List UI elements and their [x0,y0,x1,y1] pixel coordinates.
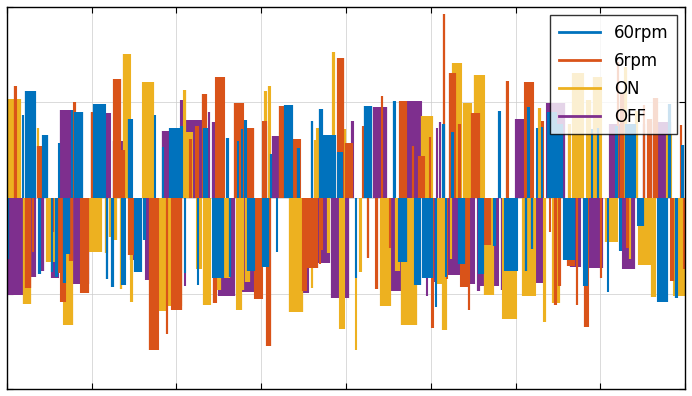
Legend: 60rpm, 6rpm, ON, OFF: 60rpm, 6rpm, ON, OFF [550,15,677,134]
